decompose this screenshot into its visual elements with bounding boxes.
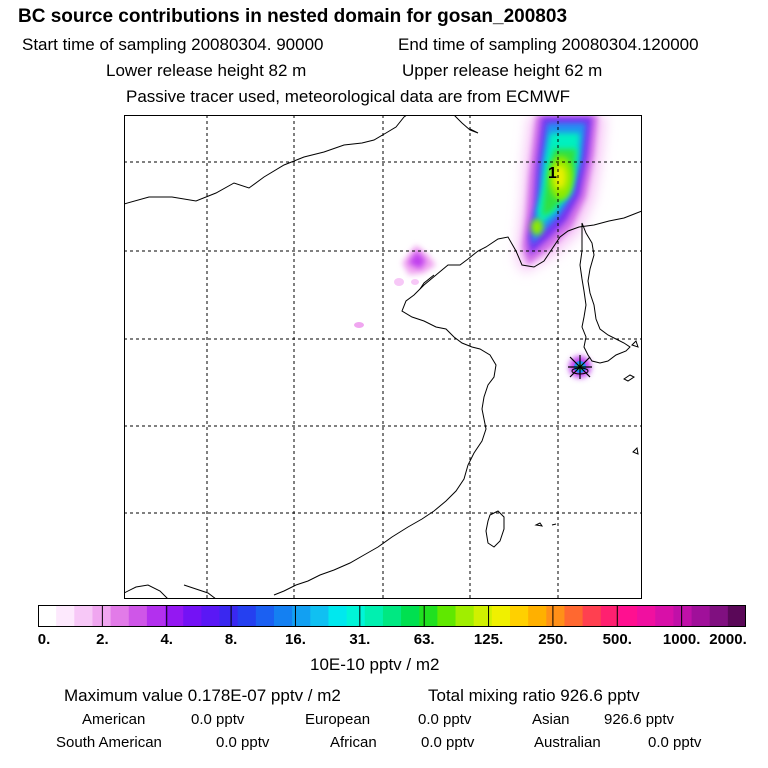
peak-label: 1 <box>548 165 557 182</box>
chart-title: BC source contributions in nested domain… <box>18 6 568 27</box>
concentration-field <box>354 115 606 378</box>
color-swatch <box>346 605 366 627</box>
colorbar-tick-label: 1000. <box>662 631 701 648</box>
tracer-note: Passive tracer used, meteorological data… <box>126 87 571 106</box>
european-label: European <box>305 711 371 728</box>
australian-label: Australian <box>534 734 601 751</box>
color-swatch <box>74 605 94 627</box>
colorbar-tick-label: 2. <box>96 631 109 648</box>
colorbar-units: 10E-10 pptv / m2 <box>310 655 440 674</box>
colorbar-tick-label: 4. <box>160 631 173 648</box>
color-swatch <box>382 605 402 627</box>
color-swatch <box>128 605 148 627</box>
color-swatch <box>437 605 457 627</box>
color-swatch <box>673 605 693 627</box>
color-swatch <box>528 605 547 627</box>
colorbar-tick-label: 2000. <box>709 631 747 648</box>
colorbar-tick-label: 63. <box>413 631 435 648</box>
american-value: 0.0 pptv <box>191 711 245 728</box>
color-swatch <box>201 605 221 627</box>
color-swatch <box>183 605 202 627</box>
color-swatch <box>310 605 330 627</box>
x-star-marker <box>568 355 592 379</box>
colorbar-tick-label: 16. <box>285 631 306 648</box>
australian-value: 0.0 pptv <box>648 734 702 751</box>
european-value: 0.0 pptv <box>418 711 472 728</box>
color-swatch <box>655 605 674 627</box>
map-panel: 1 <box>124 115 642 599</box>
color-swatch <box>292 605 311 627</box>
american-label: American <box>82 711 146 728</box>
colorbar-tick-label: 31. <box>349 631 371 648</box>
african-value: 0.0 pptv <box>421 734 475 751</box>
african-label: African <box>330 734 377 751</box>
color-swatch <box>727 605 746 627</box>
color-swatch <box>274 605 293 627</box>
colorbar-tick-label: 0. <box>37 631 51 648</box>
color-swatch <box>146 605 166 627</box>
color-swatch <box>600 605 620 627</box>
plume-north <box>516 115 606 273</box>
color-swatch <box>709 605 729 627</box>
color-swatch <box>92 605 112 627</box>
asian-label: Asian <box>532 711 570 728</box>
color-swatch <box>219 605 239 627</box>
color-swatch <box>510 605 529 627</box>
map-frame <box>124 115 642 599</box>
color-swatch <box>110 605 130 627</box>
color-swatch <box>328 605 348 627</box>
start-time-label: Start time of sampling 20080304. 90000 <box>22 35 324 54</box>
color-swatch <box>473 605 493 627</box>
upper-release-label: Upper release height 62 m <box>402 61 603 80</box>
south-american-value: 0.0 pptv <box>216 734 270 751</box>
colorbar-tick-label: 250. <box>538 631 568 648</box>
colorbar-tick-label: 8. <box>224 631 238 648</box>
color-swatch <box>582 605 602 627</box>
color-swatch <box>491 605 511 627</box>
color-swatch <box>237 605 257 627</box>
color-swatch <box>56 605 75 627</box>
color-swatch <box>691 605 711 627</box>
lower-release-label: Lower release height 82 m <box>106 61 307 80</box>
color-swatch <box>401 605 420 627</box>
color-swatch <box>455 605 475 627</box>
color-swatch <box>637 605 656 627</box>
end-time-label: End time of sampling 20080304.120000 <box>398 35 699 54</box>
color-swatch <box>364 605 384 627</box>
color-swatch <box>419 605 438 627</box>
plume-inland <box>354 245 436 328</box>
total-mixing-ratio-label: Total mixing ratio 926.6 pptv <box>428 686 640 705</box>
colorbar-tick-label: 500. <box>602 631 632 648</box>
south-american-label: South American <box>56 734 162 751</box>
color-swatch <box>38 605 57 627</box>
color-swatch <box>618 605 638 627</box>
colorbar-tick-label: 125. <box>473 631 504 648</box>
color-swatch <box>546 605 566 627</box>
color-swatch <box>165 605 184 627</box>
maximum-value-label: Maximum value 0.178E-07 pptv / m2 <box>64 686 341 705</box>
coastlines <box>124 115 642 599</box>
asian-value: 926.6 pptv <box>604 711 675 728</box>
color-scale-bar <box>38 605 746 627</box>
color-swatch <box>564 605 584 627</box>
lat-lon-grid <box>124 115 642 599</box>
color-swatch <box>255 605 275 627</box>
